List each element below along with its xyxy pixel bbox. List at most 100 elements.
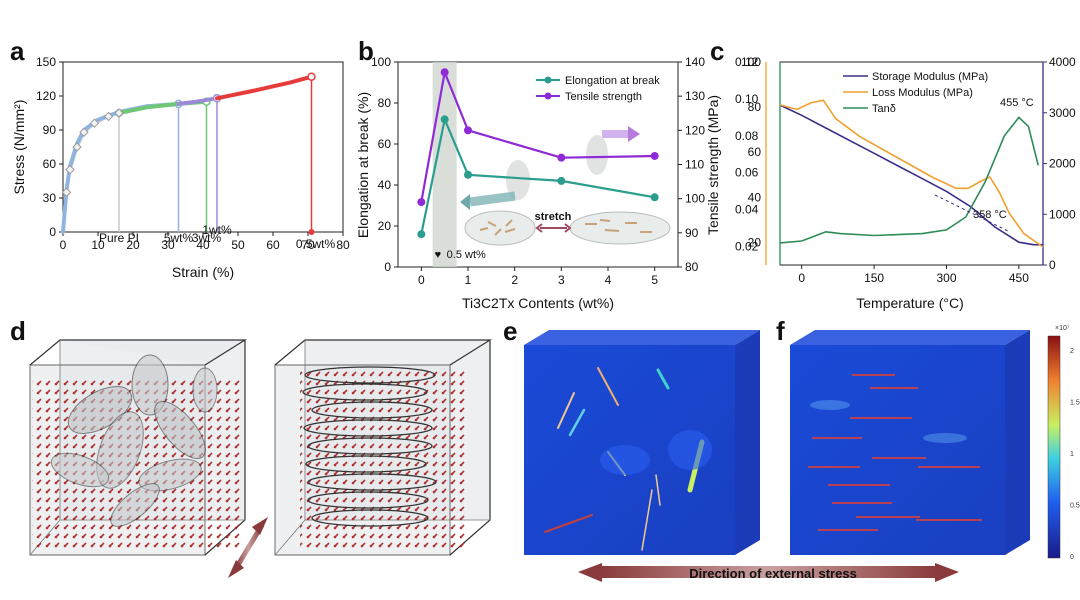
colorbar-ticks: 2 1.5 1 0.5 0 (1070, 348, 1080, 561)
y2-tick-label-b-110: 110 (685, 158, 704, 172)
panel-label-e: e (503, 316, 517, 346)
y2-tick-label-b-80: 80 (685, 260, 699, 274)
x-tick-label-a-30: 30 (161, 238, 175, 252)
storage-tick-1000: 1000 (1049, 207, 1076, 221)
y-tick-label-a-0: 0 (49, 225, 56, 239)
stress-map-aligned (790, 345, 1005, 555)
point-b-0-2 (464, 170, 472, 179)
y-tick-label-b-40: 40 (378, 178, 392, 192)
x-ticks-c: 0 150 300 450 (798, 265, 1029, 285)
stretch-label: stretch (535, 211, 572, 223)
tan-tick-0.12: 0.12 (735, 55, 759, 69)
y2-tick-label-b-140: 140 (685, 55, 705, 69)
storage-tick-3000: 3000 (1049, 106, 1076, 120)
x-tick-label-c-0: 0 (798, 271, 805, 285)
x-axis-label-c: Temperature (°C) (856, 295, 964, 311)
y-tick-label-a-60: 60 (43, 157, 57, 171)
x-tick-label-b-4: 4 (605, 273, 612, 287)
x-tick-label-b-1: 1 (465, 273, 472, 287)
panel-label-d: d (10, 316, 26, 346)
x-tick-label-b-5: 5 (651, 273, 658, 287)
highlight-label: 0.5 wt% (447, 249, 486, 261)
point-b-1-4 (650, 151, 659, 160)
legend-label-storage: Storage Modulus (MPa) (872, 71, 988, 83)
x-tick-label-c-450: 450 (1009, 271, 1029, 285)
loss-tick-80: 80 (748, 100, 762, 114)
stress-direction-label: Direction of external stress (689, 566, 857, 581)
y-tick-label-b-0: 0 (384, 260, 391, 274)
y2-ticks-b: 80 90 100 110 120 130 140 (678, 55, 705, 274)
x-tick-label-b-3: 3 (558, 273, 565, 287)
tangent-line (934, 194, 1011, 233)
y2-tick-label-b-90: 90 (685, 226, 699, 240)
strain-label-a-0: Pure PI (99, 231, 139, 245)
annotation-358: 358 °C (973, 209, 1007, 221)
curve-a-5wt (61, 101, 181, 234)
pure-marker-a-7 (114, 108, 124, 118)
x-tick-label-c-300: 300 (936, 271, 956, 285)
colorbar-tick-0: 2 (1070, 348, 1074, 355)
curve-a-05wt (215, 74, 314, 101)
curve-c-loss (779, 99, 1044, 248)
x-tick-label-a-50: 50 (231, 238, 245, 252)
x-axis-label-b: Ti3C2Tx Contents (wt%) (462, 295, 614, 311)
legend-marker-elongation (544, 76, 552, 84)
panel-d: d (10, 316, 493, 578)
tan-tick-0.06: 0.06 (735, 166, 759, 180)
panel-label-a: a (10, 36, 25, 66)
legend-label-loss: Loss Modulus (MPa) (872, 87, 973, 99)
x-tick-label-a-80: 80 (336, 238, 350, 252)
x-tick-label-a-0: 0 (60, 238, 67, 252)
loss-tick-40: 40 (748, 190, 762, 204)
tan-tick-0.04: 0.04 (735, 203, 759, 217)
legend-b: Elongation at break Tensile strength (536, 75, 660, 103)
point-b-1-3 (557, 153, 566, 162)
loss-tick-60: 60 (748, 145, 762, 159)
curve-a-1wt (176, 96, 219, 106)
end-dot-a (308, 229, 315, 235)
cube-random (29, 339, 248, 556)
pure-marker-a-2 (65, 164, 75, 175)
point-b-1-0 (417, 198, 426, 207)
point-b-0-4 (650, 193, 659, 202)
panel-c: c 0 150 300 450 0.02 0.04 0.06 0.08 0.10 0.12 20 4… (710, 36, 1076, 311)
highlight-band (432, 62, 457, 267)
pure-marker-a-6 (103, 111, 114, 122)
loss-tick-20: 20 (748, 235, 762, 249)
pure-marker-a-4 (79, 127, 89, 137)
y-axes-c: 0.020.040.060.080.100.122040608010001000… (735, 55, 1076, 272)
y2-tick-label-b-100: 100 (685, 192, 705, 206)
y2-tick-label-b-130: 130 (685, 89, 705, 103)
y-tick-label-b-20: 20 (378, 219, 392, 233)
y-tick-label-a-150: 150 (36, 55, 56, 69)
stress-direction-arrow: Direction of external stress (578, 563, 959, 582)
stretch-arrow-d (228, 517, 268, 578)
y-axis-label-a: Stress (N/mm²) (11, 100, 27, 195)
x-tick-label-a-60: 60 (266, 238, 280, 252)
legend-marker-tensile (544, 92, 552, 100)
pure-marker-a-1 (61, 187, 72, 198)
legend-label-tan: Tanδ (872, 103, 896, 115)
y2-axis-label-b: Tensile strength (MPa) (705, 95, 721, 235)
colorbar-tick-2: 1 (1070, 451, 1074, 458)
strain-labels-a: Pure PI 5wt%3wt%1wt% 0.5wt% (99, 223, 336, 251)
strain-label-a-3: 1wt% (202, 223, 232, 237)
series-b (417, 68, 659, 239)
schematic-platelets: stretch (460, 126, 671, 246)
tan-tick-0.02: 0.02 (735, 240, 759, 254)
colorbar (1047, 335, 1061, 559)
series-a (61, 72, 316, 235)
point-b-0-0 (417, 230, 426, 239)
plot-frame-a (62, 61, 344, 233)
strain-label-a-1: 5wt% (164, 231, 194, 245)
legend-label-tensile: Tensile strength (565, 91, 642, 103)
y-tick-label-b-100: 100 (371, 55, 391, 69)
strain-label-a-4: 0.5wt% (296, 237, 336, 251)
y-tick-label-a-90: 90 (43, 123, 57, 137)
heart-icon: ♥ (435, 249, 442, 261)
panel-a: a 0 10 20 30 40 50 60 70 80 0 30 60 90 120 150 Pure P… (10, 36, 350, 280)
storage-tick-2000: 2000 (1049, 157, 1076, 171)
x-tick-label-b-2: 2 (511, 273, 518, 287)
tan-tick-0.10: 0.10 (735, 92, 759, 106)
cube-aligned (274, 339, 493, 556)
